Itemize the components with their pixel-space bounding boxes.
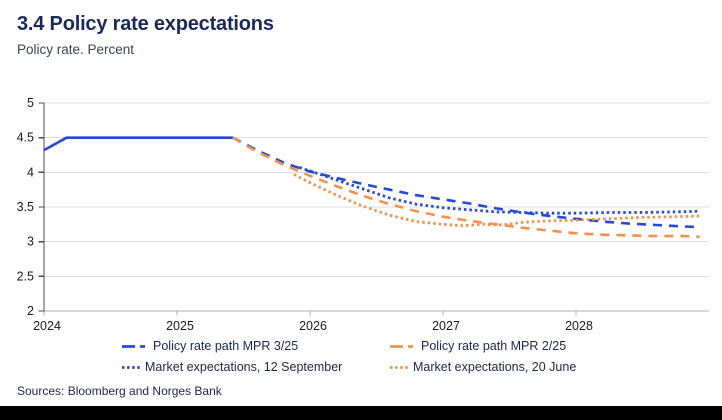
legend-label: Market expectations, 20 June (413, 360, 577, 374)
legend-item-policy-rate-path-mpr-2-25: Policy rate path MPR 2/25 (389, 339, 576, 353)
y-tick-label: 2 (27, 304, 34, 318)
bottom-bar (0, 406, 722, 420)
chart-legend: Policy rate path MPR 3/25 Policy rate pa… (121, 339, 576, 374)
y-tick-label: 3 (27, 235, 34, 249)
legend-label: Policy rate path MPR 3/25 (153, 339, 299, 353)
series-market-expectations-12-september (298, 166, 700, 215)
series-market-expectations-20-june (293, 173, 700, 228)
y-tick-label: 4 (27, 165, 34, 179)
y-tick-label: 5 (27, 96, 34, 110)
series-policy-rate-path-mpr-2-25 (232, 136, 700, 239)
x-tick-label: 2025 (166, 319, 194, 333)
legend-item-policy-rate-path-mpr-3-25: Policy rate path MPR 3/25 (121, 339, 389, 353)
chart-subtitle: Policy rate. Percent (17, 42, 135, 57)
dashed-line-marker-icon (389, 343, 418, 350)
sources-note: Sources: Bloomberg and Norges Bank (17, 384, 222, 398)
x-tick-label: 2024 (33, 319, 61, 333)
dotted-line-marker-icon (121, 364, 142, 371)
x-tick-label: 2026 (299, 319, 327, 333)
x-tick-label: 2027 (432, 319, 460, 333)
dashed-line-marker-icon (121, 343, 150, 350)
y-tick-label: 2.5 (17, 269, 34, 283)
legend-marker-line (122, 344, 149, 348)
legend-item-market-expectations-20-june: Market expectations, 20 June (389, 360, 576, 374)
dotted-line-marker-icon (389, 364, 410, 371)
legend-marker-line (390, 344, 417, 348)
legend-marker-line (122, 365, 141, 369)
x-tick-label: 2028 (565, 319, 593, 333)
y-tick-label: 4.5 (17, 131, 34, 145)
y-tick-label: 3.5 (17, 200, 34, 214)
chart-title: 3.4 Policy rate expectations (17, 13, 274, 35)
series-policy-rate-historical- (43, 136, 233, 152)
legend-item-market-expectations-12-september: Market expectations, 12 September (121, 360, 389, 374)
legend-label: Market expectations, 12 September (145, 360, 343, 374)
legend-marker-line (390, 365, 409, 369)
legend-label: Policy rate path MPR 2/25 (421, 339, 567, 353)
